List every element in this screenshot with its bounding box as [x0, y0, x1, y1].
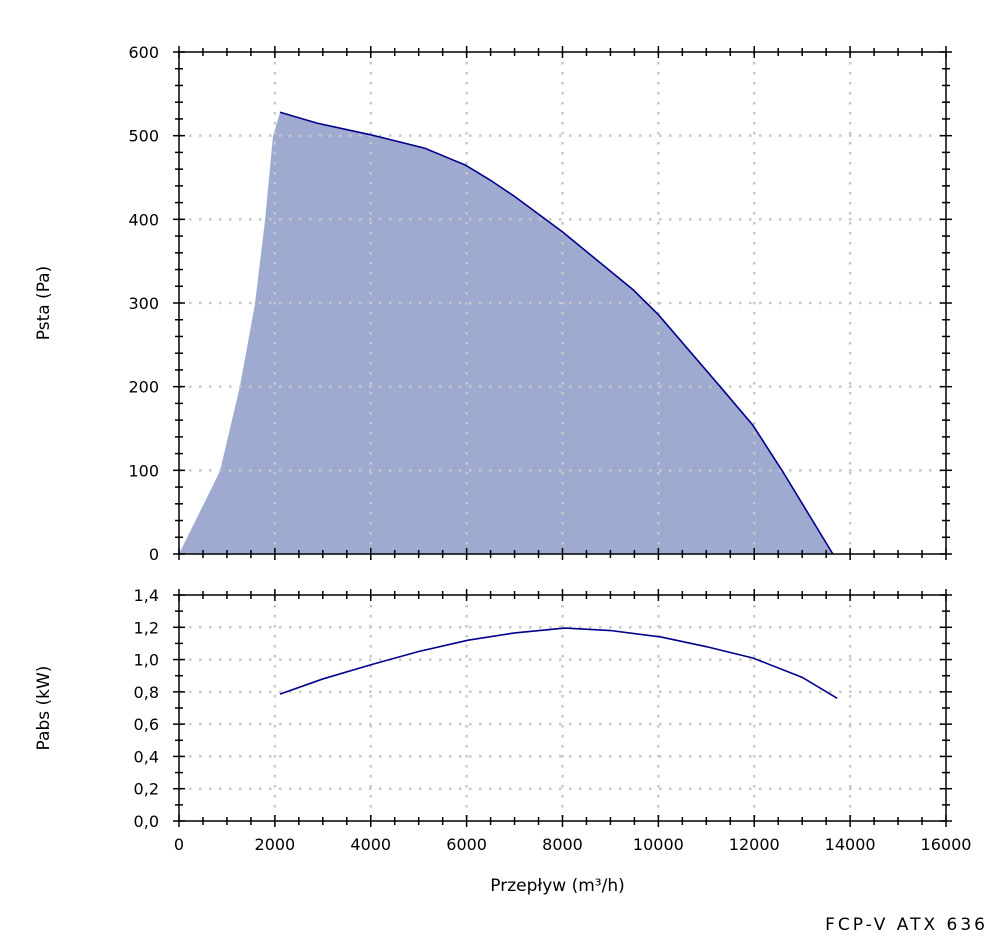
power-panel: 0,0 0,2 0,4 0,6 0,8 1,0 1,2 1,4 0 2000 4000 6000 800…: [34, 586, 971, 896]
y-tick-label: 0,6: [134, 715, 159, 734]
y-axis-label: Pabs (kW): [34, 666, 54, 751]
power-curve: [279, 627, 838, 700]
x-tick-label: 2000: [255, 835, 296, 854]
y-tick-label: 400: [128, 210, 159, 229]
y-tick-label: 0,0: [134, 812, 159, 831]
y-tick-label: 1,0: [134, 651, 159, 670]
pressure-curve: [279, 111, 834, 555]
x-tick-label: 12000: [729, 835, 780, 854]
x-tick-label: 16000: [921, 835, 972, 854]
model-label: FCP-V ATX 636: [825, 915, 988, 935]
x-tick-label: 10000: [633, 835, 684, 854]
y-tick-label: 0,8: [134, 683, 159, 702]
x-axis-label: Przepływ (m³/h): [490, 876, 624, 896]
x-tick-label: 4000: [350, 835, 391, 854]
y-tick-label: 1,4: [134, 586, 159, 605]
y-tick-label: 0,4: [134, 747, 159, 766]
y-tick-label: 1,2: [134, 618, 159, 637]
y-tick-label: 600: [128, 43, 159, 62]
x-tick-label: 0: [174, 835, 184, 854]
x-tick-label: 6000: [446, 835, 487, 854]
pressure-panel: 0 100 200 300 400 500 600 Psta (Pa): [34, 43, 952, 564]
y-tick-label: 0: [149, 545, 159, 564]
y-tick-label: 500: [128, 127, 159, 146]
x-tick-label: 8000: [542, 835, 583, 854]
x-tick-label: 14000: [825, 835, 876, 854]
y-axis-label: Psta (Pa): [34, 266, 54, 340]
y-tick-label: 100: [128, 461, 159, 480]
y-tick-label: 300: [128, 294, 159, 313]
y-tick-label: 0,2: [134, 780, 159, 799]
operating-area: [179, 112, 833, 555]
y-tick-label: 200: [128, 378, 159, 397]
